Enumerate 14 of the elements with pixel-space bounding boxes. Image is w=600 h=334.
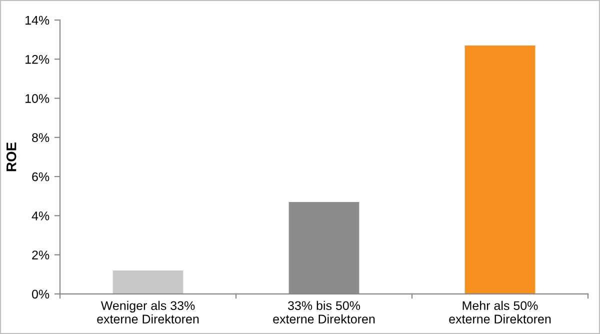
x-tick-label: 33% bis 50% externe Direktoren <box>273 300 375 324</box>
x-tick-label: Mehr als 50% externe Direktoren <box>449 300 551 324</box>
x-tick-label: Weniger als 33% externe Direktoren <box>97 300 199 324</box>
y-tick-label: 14% <box>26 16 50 25</box>
y-tick-label: 10% <box>26 94 50 103</box>
y-axis-title: ROE <box>6 142 16 172</box>
y-tick-label: 12% <box>26 54 50 64</box>
bar <box>464 45 536 294</box>
bar <box>112 270 184 294</box>
y-tick-label: 8% <box>32 133 50 142</box>
y-tick-label: 2% <box>32 250 50 260</box>
y-tick-label: 0% <box>32 290 50 299</box>
y-tick-label: 4% <box>32 212 50 220</box>
y-tick-label: 6% <box>32 172 50 182</box>
